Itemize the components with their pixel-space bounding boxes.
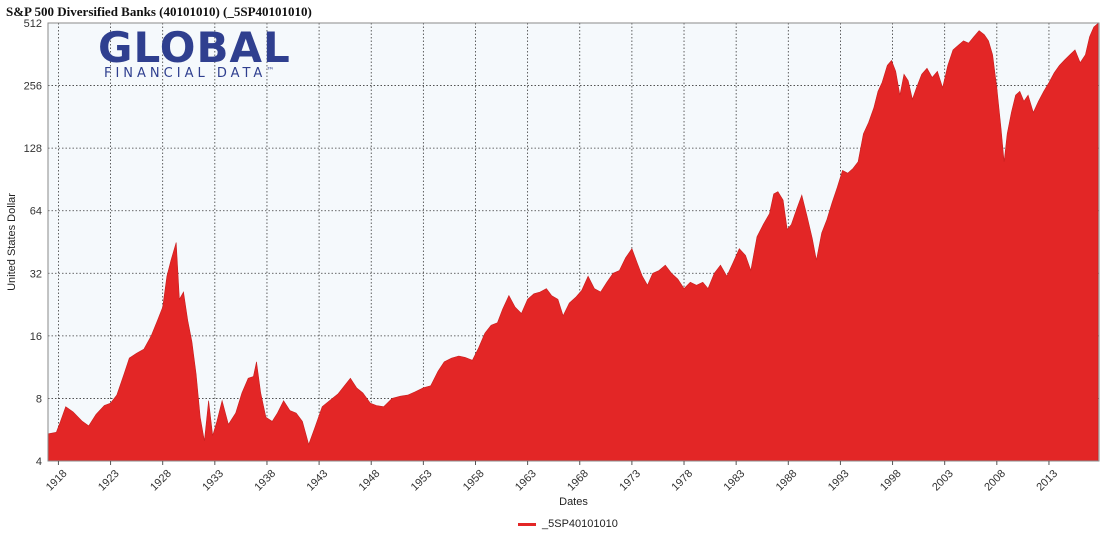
y-axis-title: United States Dollar bbox=[6, 193, 18, 291]
y-tick-label: 16 bbox=[30, 331, 42, 343]
x-tick-label: 1933 bbox=[200, 468, 226, 494]
y-tick-label: 8 bbox=[36, 393, 42, 405]
x-tick-label: 1998 bbox=[878, 468, 904, 494]
legend-swatch bbox=[518, 522, 536, 526]
x-tick-label: 2008 bbox=[982, 468, 1008, 494]
x-tick-label: 1978 bbox=[669, 468, 695, 494]
y-tick-label: 256 bbox=[24, 81, 42, 93]
series-area bbox=[47, 22, 1099, 462]
x-tick-label: 1943 bbox=[305, 468, 331, 494]
logo-main-text: GLOBAL bbox=[98, 23, 291, 72]
x-tick-label: 1983 bbox=[722, 468, 748, 494]
x-tick-label: 1993 bbox=[826, 468, 852, 494]
chart-title: S&P 500 Diversified Banks (40101010) (_5… bbox=[6, 4, 312, 19]
x-tick-label: 1923 bbox=[96, 468, 122, 494]
y-axis: 4 8 16 32 64 128 256 512 bbox=[24, 18, 42, 468]
y-tick-label: 32 bbox=[30, 268, 42, 280]
global-financial-data-logo: GLOBAL FINANCIAL DATA™ bbox=[98, 26, 298, 86]
x-tick-label: 1948 bbox=[357, 468, 383, 494]
x-tick-label: 1963 bbox=[513, 468, 539, 494]
x-tick-label: 2013 bbox=[1034, 468, 1060, 494]
y-tick-label: 512 bbox=[24, 18, 42, 30]
y-tick-label: 64 bbox=[30, 206, 42, 218]
logo-subtitle: FINANCIAL DATA™ bbox=[104, 66, 274, 81]
legend-label: _5SP40101010 bbox=[542, 518, 618, 530]
y-tick-label: 4 bbox=[36, 456, 42, 468]
x-tick-label: 1938 bbox=[252, 468, 278, 494]
x-tick-label: 2003 bbox=[930, 468, 956, 494]
x-tick-label: 1953 bbox=[409, 468, 435, 494]
logo-sub-text: FINANCIAL DATA bbox=[104, 66, 267, 81]
plot-border bbox=[47, 22, 1100, 462]
x-tick-label: 1928 bbox=[148, 468, 174, 494]
x-axis: 1918 1923 1928 1933 1938 1943 1948 1953 1958 1963… bbox=[44, 461, 1060, 494]
x-tick-label: 1958 bbox=[461, 468, 487, 494]
x-tick-label: 1918 bbox=[44, 468, 70, 494]
logo-tm: ™ bbox=[266, 66, 275, 75]
y-tick-label: 128 bbox=[24, 143, 42, 155]
x-axis-title: Dates bbox=[559, 496, 588, 508]
x-tick-label: 1973 bbox=[617, 468, 643, 494]
x-tick-label: 1988 bbox=[774, 468, 800, 494]
logo-wordmark: GLOBAL bbox=[98, 26, 291, 70]
x-tick-label: 1968 bbox=[565, 468, 591, 494]
legend: _5SP40101010 bbox=[518, 518, 618, 530]
